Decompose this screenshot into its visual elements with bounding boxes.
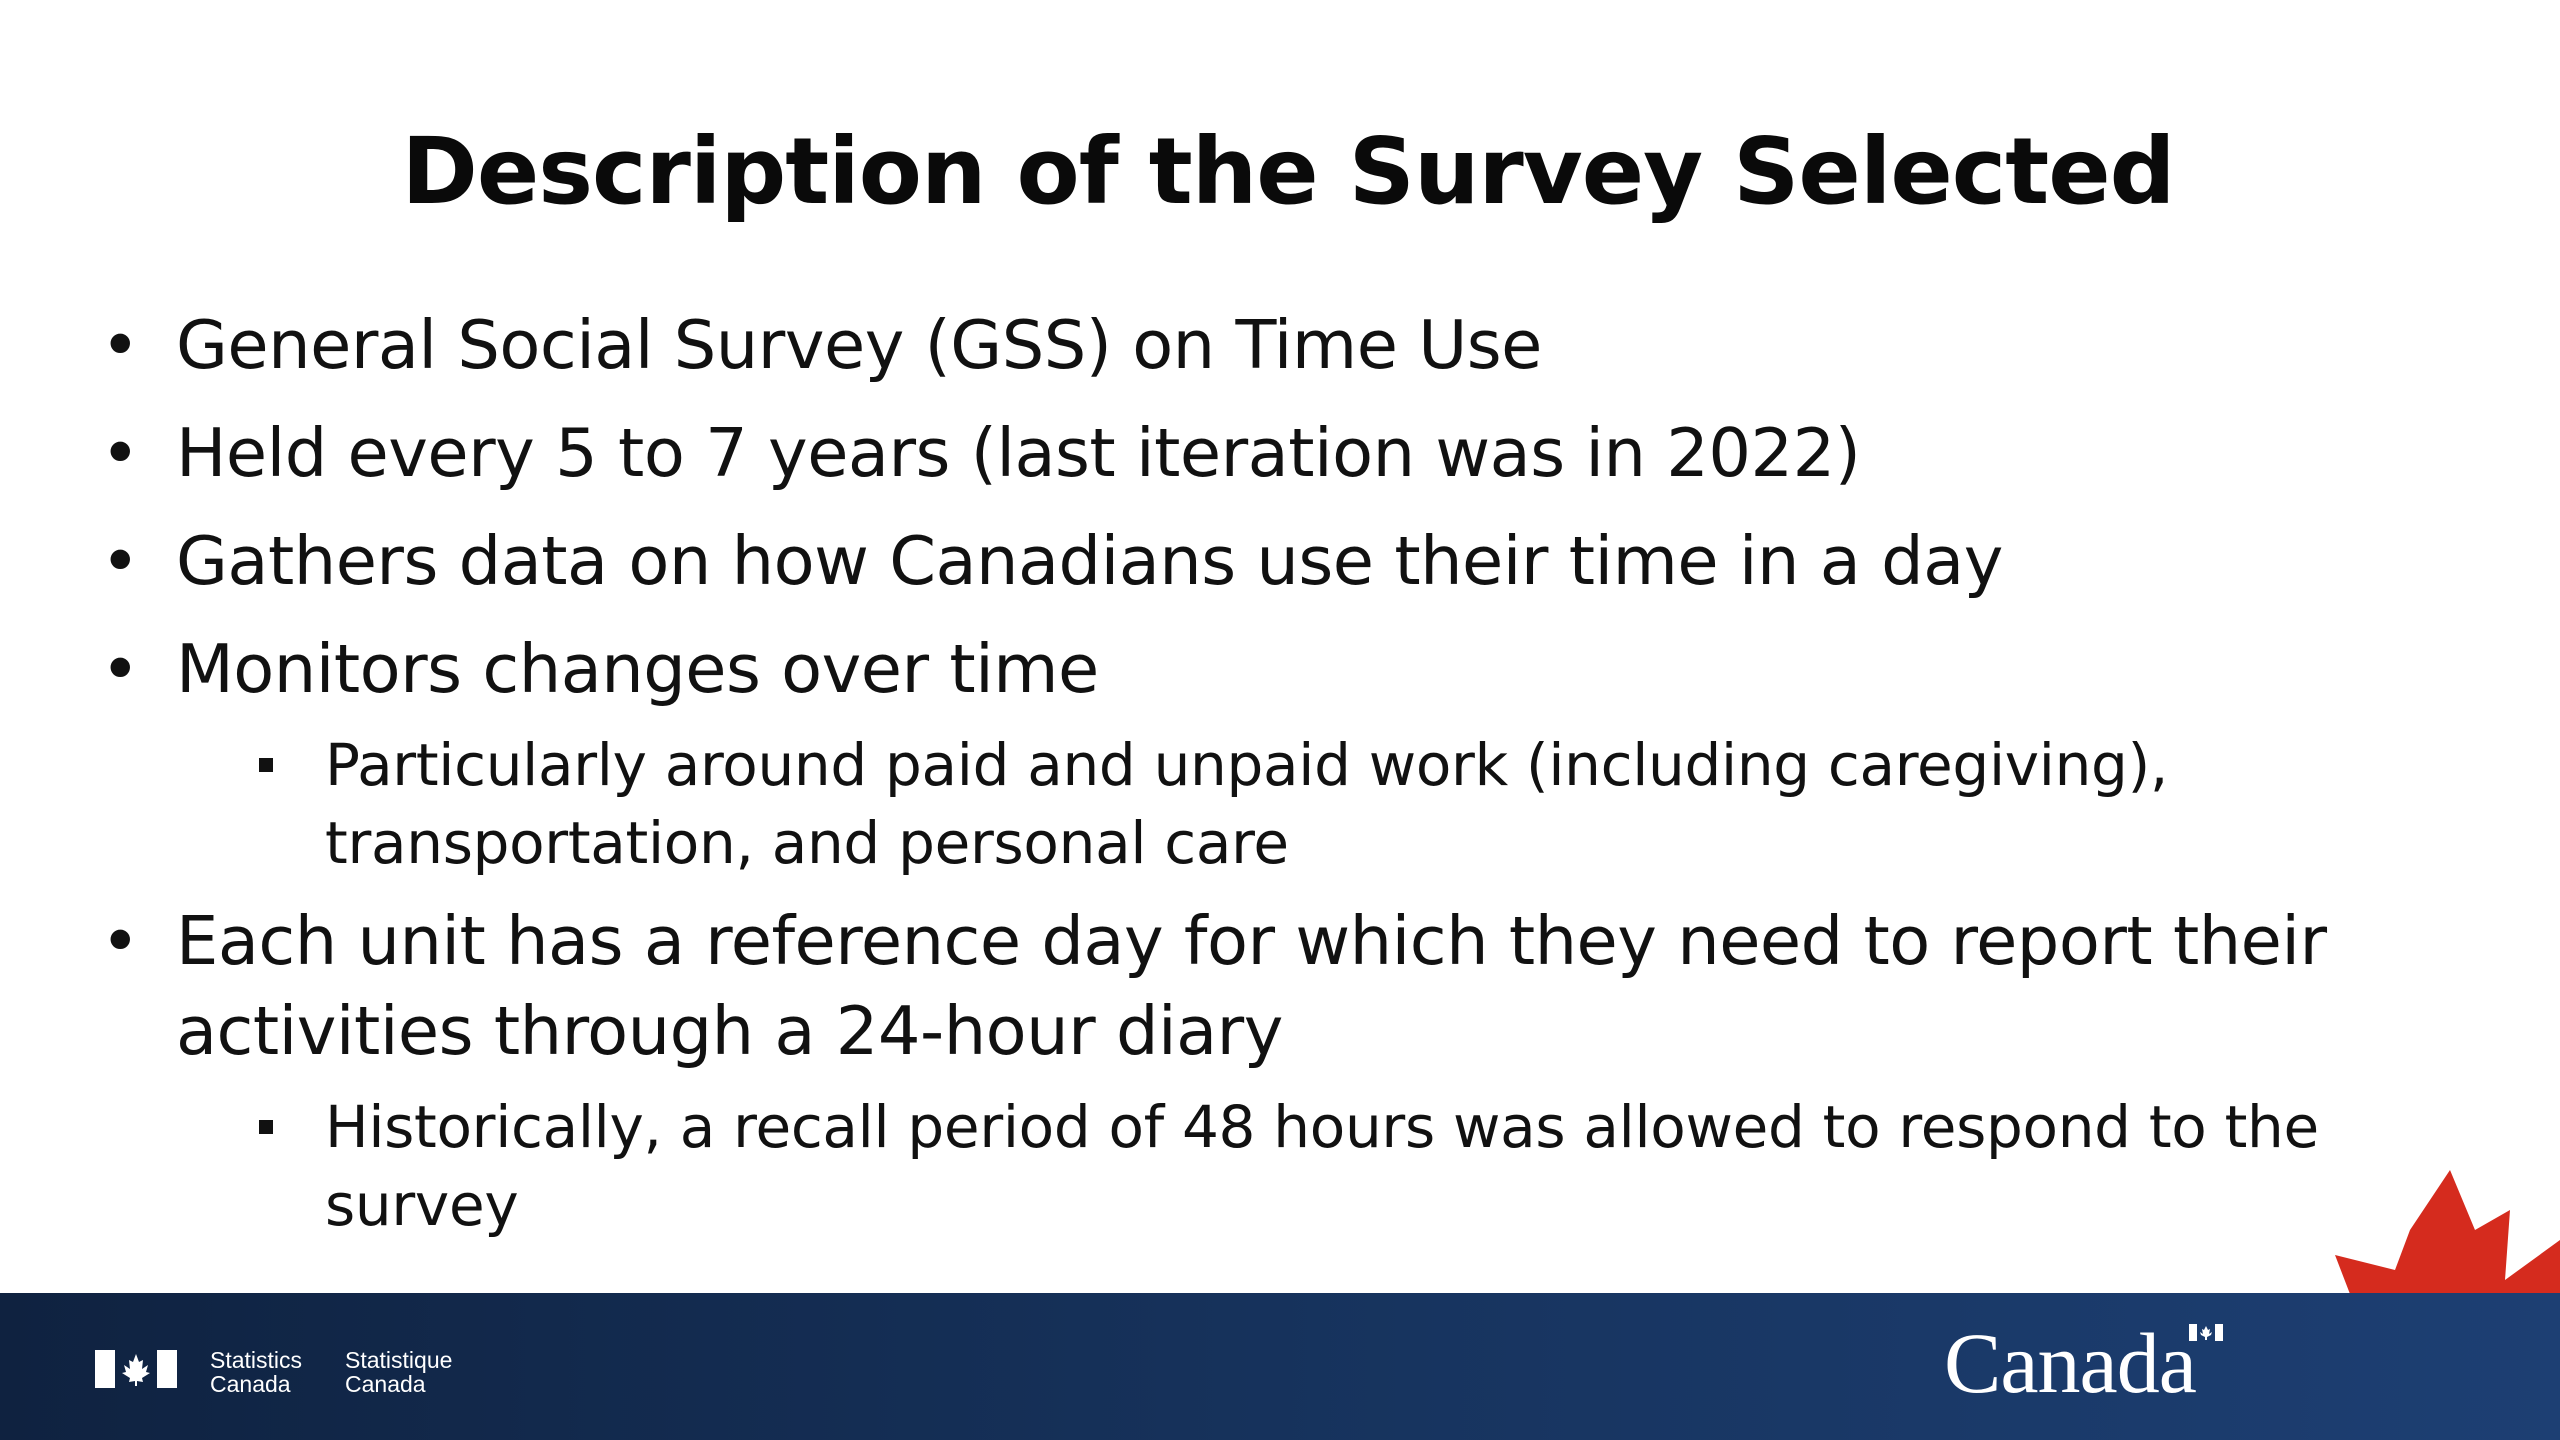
- sub-bullet-item: Historically, a recall period of 48 hour…: [259, 1088, 2450, 1244]
- canada-flag-icon: [95, 1350, 177, 1388]
- square-bullet-icon: [259, 1120, 273, 1134]
- bullet-dot-icon: •: [100, 522, 140, 600]
- footer-bar: Statistics Canada Statistique Canada Can…: [0, 1293, 2560, 1440]
- bullet-item: • Held every 5 to 7 years (last iteratio…: [100, 408, 2450, 498]
- sub-bullet-item: Particularly around paid and unpaid work…: [259, 726, 2450, 882]
- bullet-dot-icon: •: [100, 414, 140, 492]
- bullet-dot-icon: •: [100, 306, 140, 384]
- canada-wordmark: Canada: [1944, 1315, 2197, 1411]
- bullet-dot-icon: •: [100, 630, 140, 708]
- agency-en-line2: Canada: [210, 1371, 291, 1397]
- bullet-item: • Gathers data on how Canadians use thei…: [100, 516, 2450, 606]
- agency-fr-line1: Statistique: [345, 1347, 453, 1373]
- agency-fr-line2: Canada: [345, 1371, 426, 1397]
- bullet-text: Each unit has a reference day for which …: [176, 902, 2327, 1070]
- bullet-text: General Social Survey (GSS) on Time Use: [176, 306, 1542, 384]
- bullet-text: Gathers data on how Canadians use their …: [176, 522, 2003, 600]
- agency-name-en: Statistics Canada: [210, 1348, 302, 1396]
- agency-en-line1: Statistics: [210, 1347, 303, 1373]
- sub-bullet-text: Historically, a recall period of 48 hour…: [325, 1093, 2319, 1239]
- bullet-item: • Each unit has a reference day for whic…: [100, 896, 2450, 1076]
- bullet-item: • General Social Survey (GSS) on Time Us…: [100, 300, 2450, 390]
- bullet-text: Monitors changes over time: [176, 630, 1099, 708]
- slide-title: Description of the Survey Selected: [401, 118, 2175, 225]
- square-bullet-icon: [259, 758, 273, 772]
- bullet-item: • Monitors changes over time: [100, 624, 2450, 714]
- agency-name-fr: Statistique Canada: [345, 1348, 452, 1396]
- bullet-list: • General Social Survey (GSS) on Time Us…: [100, 300, 2450, 1258]
- sub-bullet-text: Particularly around paid and unpaid work…: [325, 731, 2169, 877]
- wordmark-flag-icon: [2189, 1324, 2223, 1341]
- bullet-text: Held every 5 to 7 years (last iteration …: [176, 414, 1861, 492]
- bullet-dot-icon: •: [100, 902, 140, 980]
